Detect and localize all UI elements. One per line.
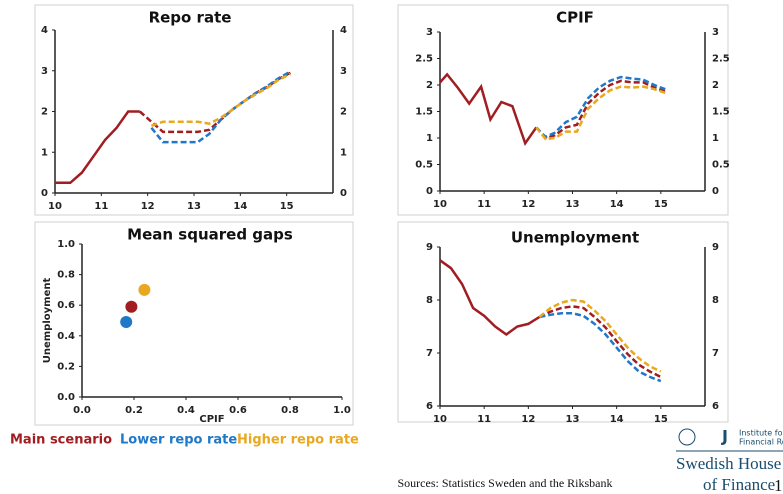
x-tick-label: 12: [521, 414, 535, 425]
x-tick-label: 10: [48, 201, 62, 212]
y-tick-label: 0: [426, 186, 433, 197]
x-tick-label: 14: [610, 199, 624, 210]
legend-entry: Lower repo rate: [120, 433, 237, 448]
y-tick-label: 1: [41, 147, 48, 158]
y-tick-label: 2: [426, 80, 433, 91]
series-line: [535, 79, 666, 140]
y-tick-label: 4: [340, 25, 347, 36]
panel: [397, 4, 729, 216]
y-tick-label: 7: [426, 348, 433, 359]
y-tick-label: 4: [41, 25, 48, 36]
series-line: [535, 75, 666, 139]
x-tick-label: 13: [187, 201, 201, 212]
y-tick-label: 6: [426, 401, 433, 412]
y-tick-label: 0.8: [57, 270, 75, 281]
chart-title: Unemployment: [511, 229, 639, 247]
x-tick-label: 11: [94, 201, 108, 212]
brand: Swedish House: [676, 454, 781, 473]
y-tick-label: 0.2: [57, 361, 75, 372]
y-tick-label: 0.5: [712, 160, 730, 171]
point: [120, 316, 133, 329]
x-tick-label: 0.0: [73, 405, 91, 416]
y-tick-label: 3: [426, 27, 433, 38]
x-tick-label: 15: [654, 199, 668, 210]
y-tick-label: 8: [712, 295, 719, 306]
x-tick-label: 13: [566, 199, 580, 210]
series-line: [538, 305, 662, 379]
y-tick-label: 0: [41, 188, 48, 199]
x-tick-label: 0.4: [177, 405, 195, 416]
y-tick-label: 7: [712, 348, 719, 359]
institute: Financial Research: [739, 438, 783, 447]
y-tick-label: 1: [712, 133, 719, 144]
sources: Sources: Statistics Sweden and the Riksb…: [398, 476, 613, 490]
x-tick-label: 15: [280, 201, 294, 212]
panel: [34, 4, 354, 216]
y-tick-label: 3: [41, 66, 48, 77]
logo-emblem: [678, 428, 696, 446]
y-tick-label: 0.5: [415, 160, 433, 171]
x-tick-label: 12: [141, 201, 155, 212]
legend-entry: Higher repo rate: [237, 433, 359, 448]
series-line: [539, 312, 662, 383]
y-tick-label: 0.0: [57, 392, 75, 403]
point: [138, 283, 151, 296]
y-tick-label: 1.5: [712, 107, 730, 118]
y-tick-label: 2: [712, 80, 719, 91]
y-tick-label: 0: [340, 188, 347, 199]
point: [125, 300, 138, 313]
y-tick-label: 1: [340, 147, 347, 158]
x-tick-label: 14: [610, 414, 624, 425]
y-tick-label: 9: [426, 242, 433, 253]
x-tick-label: 1.0: [333, 405, 351, 416]
x-tick-label: 12: [521, 199, 535, 210]
series-line: [55, 110, 140, 185]
y-tick-label: 8: [426, 295, 433, 306]
logo-mark: J: [721, 427, 728, 446]
series-line: [538, 298, 662, 373]
chart-title: Mean squared gaps: [127, 226, 293, 244]
x-tick-label: 14: [233, 201, 247, 212]
x-tick-label: 0.6: [229, 405, 247, 416]
brand: of Finance: [703, 475, 775, 494]
panel: [397, 221, 729, 423]
series-line: [439, 72, 538, 147]
chart-title: Repo rate: [149, 9, 232, 27]
series-line: [150, 72, 291, 127]
y-tick-label: 2.5: [415, 54, 433, 65]
x-tick-label: 11: [477, 199, 491, 210]
y-tick-label: 2: [340, 107, 347, 118]
y-tick-label: 6: [712, 401, 719, 412]
x-tick-label: 10: [433, 199, 447, 210]
series-line: [439, 259, 541, 337]
y-tick-label: 0.6: [57, 300, 75, 311]
x-tick-label: 15: [654, 414, 668, 425]
y-tick-label: 2.5: [712, 54, 730, 65]
series-line: [535, 85, 666, 141]
chart-title: CPIF: [556, 9, 594, 27]
y-tick-label: 1: [426, 133, 433, 144]
y-tick-label: 3: [712, 27, 719, 38]
x-tick-label: 0.2: [125, 405, 143, 416]
y-tick-label: 9: [712, 242, 719, 253]
series-line: [150, 70, 292, 144]
y-tick-label: 3: [340, 66, 347, 77]
y-tick-label: 0: [712, 186, 719, 197]
y-tick-label: 1.5: [415, 107, 433, 118]
y-tick-label: 2: [41, 107, 48, 118]
x-tick-label: 0.8: [281, 405, 299, 416]
x-tick-label: 11: [477, 414, 491, 425]
x-tick-label: 13: [566, 414, 580, 425]
x-axis-label: CPIF: [199, 414, 224, 425]
y-axis-label: Unemployment: [42, 278, 53, 364]
institute: Institute for: [739, 429, 783, 438]
x-tick-label: 10: [433, 414, 447, 425]
y-tick-label: 0.4: [57, 331, 75, 342]
page-number: 1: [774, 476, 783, 494]
y-tick-label: 1.0: [57, 239, 75, 250]
legend-entry: Main scenario: [10, 433, 112, 448]
panel: [34, 221, 354, 426]
